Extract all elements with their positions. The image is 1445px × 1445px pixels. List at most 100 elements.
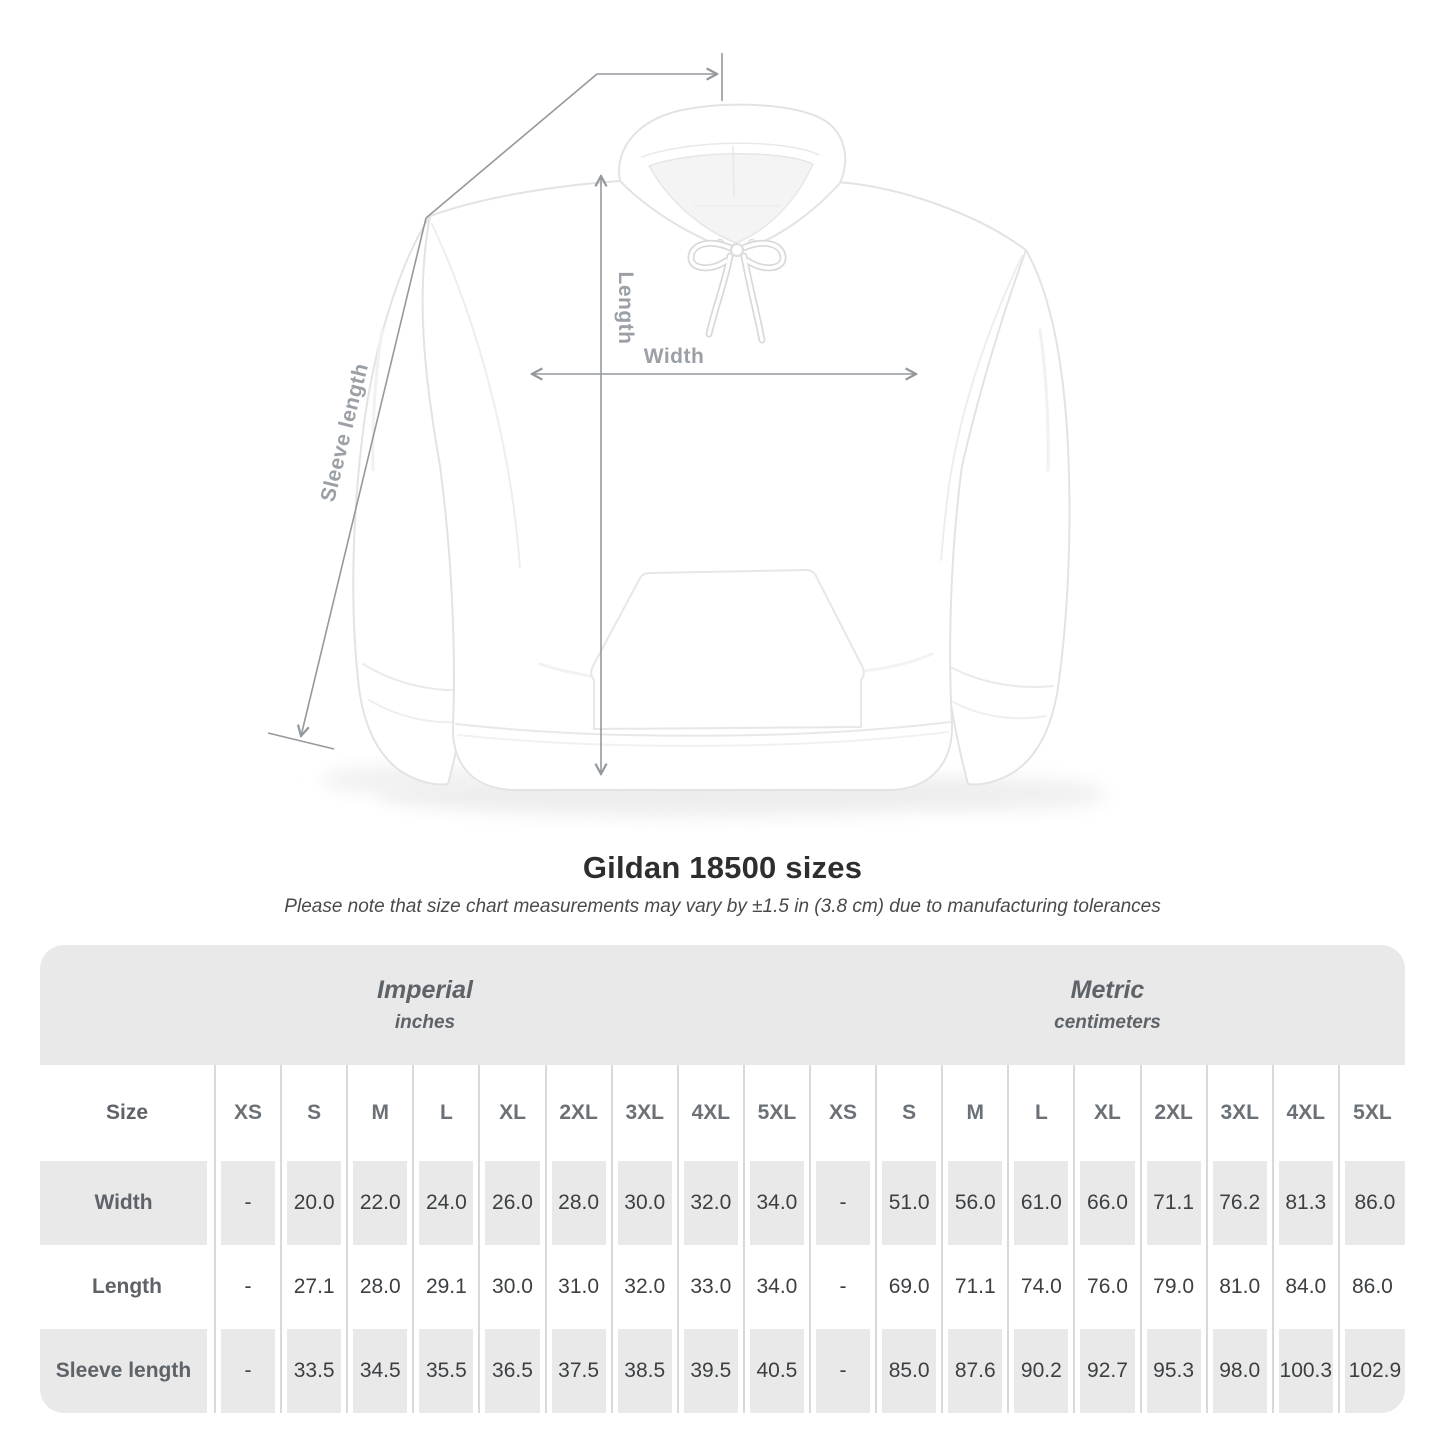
- metric-group-unit: centimeters: [1054, 1012, 1161, 1033]
- size-header-metric-3xl: 3XL: [1205, 1065, 1273, 1161]
- value-cell: 81.3: [1271, 1161, 1339, 1245]
- tolerance-note: Please note that size chart measurements…: [284, 896, 1161, 917]
- value-cell: 37.5: [544, 1329, 612, 1413]
- hoodie-measurement-figure: Width Length Sleeve length: [267, 53, 1107, 816]
- imperial-group-header: Imperial inches: [40, 945, 810, 1065]
- value-cell: 102.9: [1337, 1329, 1405, 1413]
- hoodie-pocket: [590, 569, 865, 730]
- sleeve-length-dimension-line: [267, 53, 723, 750]
- size-header-imperial-m: M: [346, 1065, 414, 1161]
- hoodie-diagram: Width Length Sleeve length: [267, 53, 1107, 816]
- value-cell: 34.0: [742, 1245, 810, 1329]
- value-cell: 90.2: [1007, 1329, 1075, 1413]
- size-chart-page: Width Length Sleeve length Gildan 18500 …: [40, 53, 1405, 1413]
- value-cell: 86.0: [1337, 1245, 1405, 1329]
- size-header-metric-4xl: 4XL: [1271, 1065, 1339, 1161]
- length-measure-label: Length: [614, 272, 637, 345]
- value-cell: 22.0: [346, 1161, 414, 1245]
- size-header-imperial-xs: XS: [213, 1065, 282, 1161]
- measurement-row-length: Length -27.1 28.0 29.1 30.0 31.0 32.0 33.0 34.0-…: [40, 1245, 1405, 1329]
- value-cell: 79.0: [1139, 1245, 1207, 1329]
- imperial-group-title: Imperial: [377, 976, 473, 1004]
- value-cell: 87.6: [941, 1329, 1009, 1413]
- value-cell: 30.0: [610, 1161, 678, 1245]
- value-cell: 69.0: [875, 1245, 943, 1329]
- value-cell: 61.0: [1007, 1161, 1075, 1245]
- value-cell: 32.0: [610, 1245, 678, 1329]
- dimension-lines: [267, 53, 916, 774]
- value-cell: 32.0: [676, 1161, 744, 1245]
- size-header-metric-xs: XS: [808, 1065, 877, 1161]
- size-header-metric-2xl: 2XL: [1139, 1065, 1207, 1161]
- hoodie-illustration: [352, 103, 1071, 791]
- size-column-header: Size: [105, 1101, 149, 1124]
- measurement-row-width: Width -20.0 22.0 24.0 26.0 28.0 30.0 32.0 34.0-5…: [40, 1161, 1405, 1245]
- value-cell: -: [808, 1161, 877, 1245]
- value-cell: 66.0: [1073, 1161, 1141, 1245]
- hood-lining: [648, 153, 814, 244]
- value-cell: 51.0: [875, 1161, 943, 1245]
- value-cell: 36.5: [478, 1329, 546, 1413]
- hoodie-drawstrings: [687, 239, 787, 344]
- value-cell: -: [213, 1245, 282, 1329]
- value-cell: 28.0: [346, 1245, 414, 1329]
- imperial-group-unit: inches: [394, 1012, 456, 1033]
- value-cell: 85.0: [875, 1329, 943, 1413]
- value-cell: 100.3: [1271, 1329, 1339, 1413]
- value-cell: 39.5: [676, 1329, 744, 1413]
- value-cell: 71.1: [941, 1245, 1009, 1329]
- value-cell: 34.5: [346, 1329, 414, 1413]
- row-label: Length: [92, 1275, 162, 1298]
- value-cell: -: [808, 1329, 877, 1413]
- value-cell: 33.5: [280, 1329, 348, 1413]
- size-header-metric-l: L: [1007, 1065, 1075, 1161]
- value-cell: 95.3: [1139, 1329, 1207, 1413]
- page-title: Gildan 18500 sizes: [582, 850, 863, 885]
- size-header-imperial-5xl: 5XL: [742, 1065, 810, 1161]
- value-cell: 20.0: [280, 1161, 348, 1245]
- size-header-metric-m: M: [941, 1065, 1009, 1161]
- value-cell: 30.0: [478, 1245, 546, 1329]
- size-header-metric-5xl: 5XL: [1337, 1065, 1405, 1161]
- size-header-imperial-3xl: 3XL: [610, 1065, 678, 1161]
- value-cell: 56.0: [941, 1161, 1009, 1245]
- value-cell: -: [213, 1329, 282, 1413]
- value-cell: 86.0: [1337, 1161, 1405, 1245]
- value-cell: 81.0: [1205, 1245, 1273, 1329]
- row-label: Sleeve length: [40, 1329, 215, 1413]
- value-cell: 24.0: [412, 1161, 480, 1245]
- size-header-metric-xl: XL: [1073, 1065, 1141, 1161]
- value-cell: 92.7: [1073, 1329, 1141, 1413]
- value-cell: 38.5: [610, 1329, 678, 1413]
- value-cell: -: [808, 1245, 877, 1329]
- metric-group-title: Metric: [1070, 976, 1145, 1004]
- size-header-row: Size XS S M L XL 2XL 3XL 4XL 5XL XS S M L XL 2XL 3XL 4XL…: [40, 1065, 1405, 1161]
- value-cell: 34.0: [742, 1161, 810, 1245]
- unit-group-row: Imperial inches Metric centimeters: [40, 945, 1405, 1065]
- metric-group-header: Metric centimeters: [809, 945, 1405, 1065]
- hoodie-body: [421, 180, 1027, 791]
- size-header-metric-s: S: [875, 1065, 943, 1161]
- value-cell: 76.2: [1205, 1161, 1273, 1245]
- value-cell: 98.0: [1205, 1329, 1273, 1413]
- value-cell: 31.0: [544, 1245, 612, 1329]
- size-table-grid: Imperial inches Metric centimeters Size …: [40, 945, 1405, 1413]
- value-cell: 71.1: [1139, 1161, 1207, 1245]
- value-cell: 29.1: [412, 1245, 480, 1329]
- width-measure-label: Width: [644, 345, 705, 368]
- size-header-imperial-l: L: [412, 1065, 480, 1161]
- value-cell: 33.0: [676, 1245, 744, 1329]
- size-header-imperial-4xl: 4XL: [676, 1065, 744, 1161]
- value-cell: 74.0: [1007, 1245, 1075, 1329]
- value-cell: 35.5: [412, 1329, 480, 1413]
- value-cell: 40.5: [742, 1329, 810, 1413]
- value-cell: 28.0: [544, 1161, 612, 1245]
- size-header-imperial-2xl: 2XL: [544, 1065, 612, 1161]
- size-header-imperial-xl: XL: [478, 1065, 546, 1161]
- size-header-imperial-s: S: [280, 1065, 348, 1161]
- size-table: Imperial inches Metric centimeters Size …: [40, 945, 1405, 1413]
- value-cell: 84.0: [1271, 1245, 1339, 1329]
- hoodie-hem-band: [455, 721, 951, 737]
- value-cell: 76.0: [1073, 1245, 1141, 1329]
- row-label: Width: [40, 1161, 215, 1245]
